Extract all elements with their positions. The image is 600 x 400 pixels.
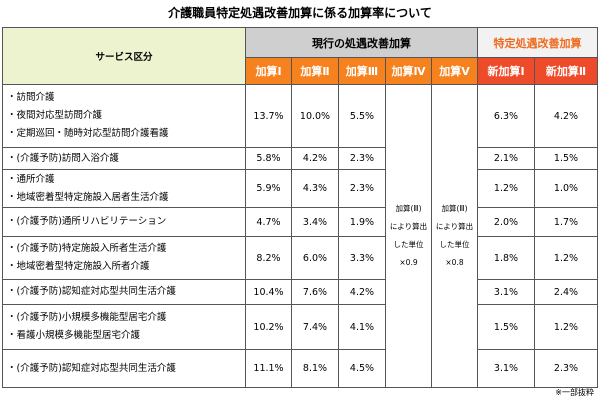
new-rate-cell: 6.3% — [477, 84, 535, 148]
service-cell: ・(介護予防)通所リハビリテーション — [2, 207, 246, 237]
new-rate-cell: 1.7% — [534, 207, 598, 237]
service-cell: ・(介護予防)認知症対応型共同生活介護 — [2, 349, 246, 388]
column-header: 加算Ⅳ — [385, 57, 432, 85]
service-name: ・定期巡回・随時対応型訪問介護看護 — [7, 128, 169, 139]
header-cell: サービス区分 — [2, 27, 246, 85]
rate-cell: 7.6% — [291, 279, 339, 305]
merged-cell: 加算(Ⅲ) により算出した単位 ×0.8 — [431, 84, 478, 388]
new-rate-cell: 1.2% — [477, 169, 535, 208]
header-row: 加算Ⅰ 加算Ⅱ 加算Ⅲ 加算Ⅳ 加算Ⅴ 新加算Ⅰ 新加算Ⅱ — [3, 57, 598, 85]
table-row: ・訪問介護 ・夜間対応型訪問介護 ・定期巡回・随時対応型訪問介護看護 13.7% 10.… — [2, 84, 598, 388]
column-header: 加算Ⅰ — [245, 57, 292, 85]
merged-line: ×0.8 — [445, 258, 464, 267]
rate-cell: 5.8% — [245, 147, 292, 170]
new-rate-cell: 2.0% — [477, 207, 535, 237]
table-row: ・(介護予防)認知症対応型共同生活介護 11.1% 8.1% 4.5% 3.1% 2.3% — [2, 349, 598, 388]
service-cell: ・訪問介護・夜間対応型訪問介護・定期巡回・随時対応型訪問介護看護 — [2, 84, 246, 148]
table-body: サービス区分 現行の処遇改善加算 特定処遇改善加算 加算Ⅰ 加算Ⅱ 加算Ⅲ 加算Ⅳ 加算Ⅴ 新加… — [2, 27, 598, 388]
header-row: サービス区分 現行の処遇改善加算 特定処遇改善加算 — [2, 27, 598, 85]
rate-cell: 4.3% — [291, 169, 339, 208]
table-row: ・(介護予防)小規模多機能型居宅介護 ・看護小規模多機能型居宅介護 10.2% 7.4… — [2, 304, 598, 350]
service-cell: ・(介護予防)訪問入浴介護 — [2, 147, 246, 170]
service-name: ・(介護予防)認知症対応型共同生活介護 — [7, 286, 176, 297]
rate-cell: 2.3% — [338, 169, 386, 208]
rate-cell: 10.0% — [291, 84, 339, 148]
rate-cell: 4.2% — [291, 147, 339, 170]
rate-cell: 2.3% — [338, 147, 386, 170]
rate-table: サービス区分 現行の処遇改善加算 特定処遇改善加算 加算Ⅰ 加算Ⅱ 加算Ⅲ 加算Ⅳ 加算Ⅴ 新加… — [2, 27, 598, 388]
header-group: 特定処遇改善加算 — [477, 27, 598, 58]
new-rate-cell: 4.2% — [534, 84, 598, 148]
footnote: ※一部抜粋 — [555, 388, 594, 397]
service-cell: ・通所介護・地域密着型特定施設入居者生活介護 — [2, 169, 246, 208]
service-cell: ・(介護予防)特定施設入所者生活介護 ・地域密着型特定施設入所者介護 — [2, 236, 246, 280]
rate-cell: 4.1% — [338, 304, 386, 350]
merged-cell: 加算(Ⅲ) により算出した単位 ×0.9 — [385, 84, 432, 388]
service-name: ・(介護予防)特定施設入所者生活介護 — [7, 243, 167, 254]
merged-line: した単位 — [439, 240, 470, 249]
rate-cell: 4.5% — [338, 349, 386, 388]
column-header: 加算Ⅱ — [291, 57, 339, 85]
rate-cell: 3.4% — [291, 207, 339, 237]
title: 介護職員特定処遇改善加算に係る加算率について — [168, 6, 432, 20]
column-header: 加算Ⅲ — [338, 57, 386, 85]
new-rate-cell: 2.1% — [477, 147, 535, 170]
service-name: ・(介護予防)小規模多機能型居宅介護 — [7, 312, 167, 323]
rate-cell: 4.2% — [338, 279, 386, 305]
service-name: ・訪問介護 — [7, 92, 55, 103]
service-cell: ・(介護予防)小規模多機能型居宅介護 ・看護小規模多機能型居宅介護 — [2, 304, 246, 350]
rate-cell: 10.4% — [245, 279, 292, 305]
table-row: ・(介護予防)特定施設入所者生活介護 ・地域密着型特定施設入所者介護 8.2% 6.0… — [2, 236, 598, 280]
column-header: 加算Ⅴ — [431, 57, 478, 85]
new-rate-cell: 3.1% — [477, 349, 535, 388]
merged-line: ×0.9 — [399, 258, 418, 267]
rate-cell: 1.9% — [338, 207, 386, 237]
merged-line: した単位 — [393, 240, 424, 249]
service-name: ・地域密着型特定施設入所者介護 — [7, 261, 150, 272]
table-row: ・通所介護 ・地域密着型特定施設入居者生活介護 5.9% 4.3% 2.3% 1.2% 1.… — [2, 169, 598, 208]
column-header: 新加算Ⅰ — [477, 57, 535, 85]
new-rate-cell: 2.4% — [534, 279, 598, 305]
rate-cell: 8.2% — [245, 236, 292, 280]
column-header: 新加算Ⅱ — [534, 57, 598, 85]
service-name: ・看護小規模多機能型居宅介護 — [7, 330, 141, 341]
new-rate-cell: 3.1% — [477, 279, 535, 305]
new-rate-cell: 1.5% — [534, 147, 598, 170]
header-group: 現行の処遇改善加算 — [245, 27, 478, 58]
service-cell: ・(介護予防)認知症対応型共同生活介護 — [2, 279, 246, 305]
rate-cell: 4.7% — [245, 207, 292, 237]
merged-line: 加算(Ⅲ) — [441, 204, 468, 213]
rate-cell: 6.0% — [291, 236, 339, 280]
new-rate-cell: 2.3% — [534, 349, 598, 388]
new-rate-cell: 1.2% — [534, 304, 598, 350]
rate-cell: 8.1% — [291, 349, 339, 388]
rate-cell: 5.9% — [245, 169, 292, 208]
table-row: ・(介護予防)通所リハビリテーション 4.7% 3.4% 1.9% 2.0% 1.7% — [2, 207, 598, 237]
merged-line: 加算(Ⅲ) — [395, 204, 422, 213]
rate-cell: 7.4% — [291, 304, 339, 350]
service-name: ・(介護予防)認知症対応型共同生活介護 — [7, 362, 176, 374]
merged-line: により算出 — [435, 222, 474, 231]
service-name: ・夜間対応型訪問介護 — [7, 110, 103, 121]
rate-cell: 13.7% — [245, 84, 292, 148]
rate-cell: 3.3% — [338, 236, 386, 280]
service-name: ・地域密着型特定施設入居者生活介護 — [7, 191, 169, 203]
table-row: ・(介護予防)認知症対応型共同生活介護 10.4% 7.6% 4.2% 3.1% 2.4% — [2, 279, 598, 305]
rate-cell: 10.2% — [245, 304, 292, 350]
new-rate-cell: 1.8% — [477, 236, 535, 280]
merged-line: により算出 — [389, 222, 428, 231]
new-rate-cell: 1.2% — [534, 236, 598, 280]
new-rate-cell: 1.5% — [477, 304, 535, 350]
service-name: ・通所介護 — [7, 173, 55, 185]
rate-cell: 11.1% — [245, 349, 292, 388]
table-row: ・(介護予防)訪問入浴介護 5.8% 4.2% 2.3% 2.1% 1.5% — [2, 147, 598, 170]
service-name: ・(介護予防)訪問入浴介護 — [7, 152, 119, 164]
rate-cell: 5.5% — [338, 84, 386, 148]
new-rate-cell: 1.0% — [534, 169, 598, 208]
service-name: ・(介護予防)通所リハビリテーション — [7, 216, 167, 227]
